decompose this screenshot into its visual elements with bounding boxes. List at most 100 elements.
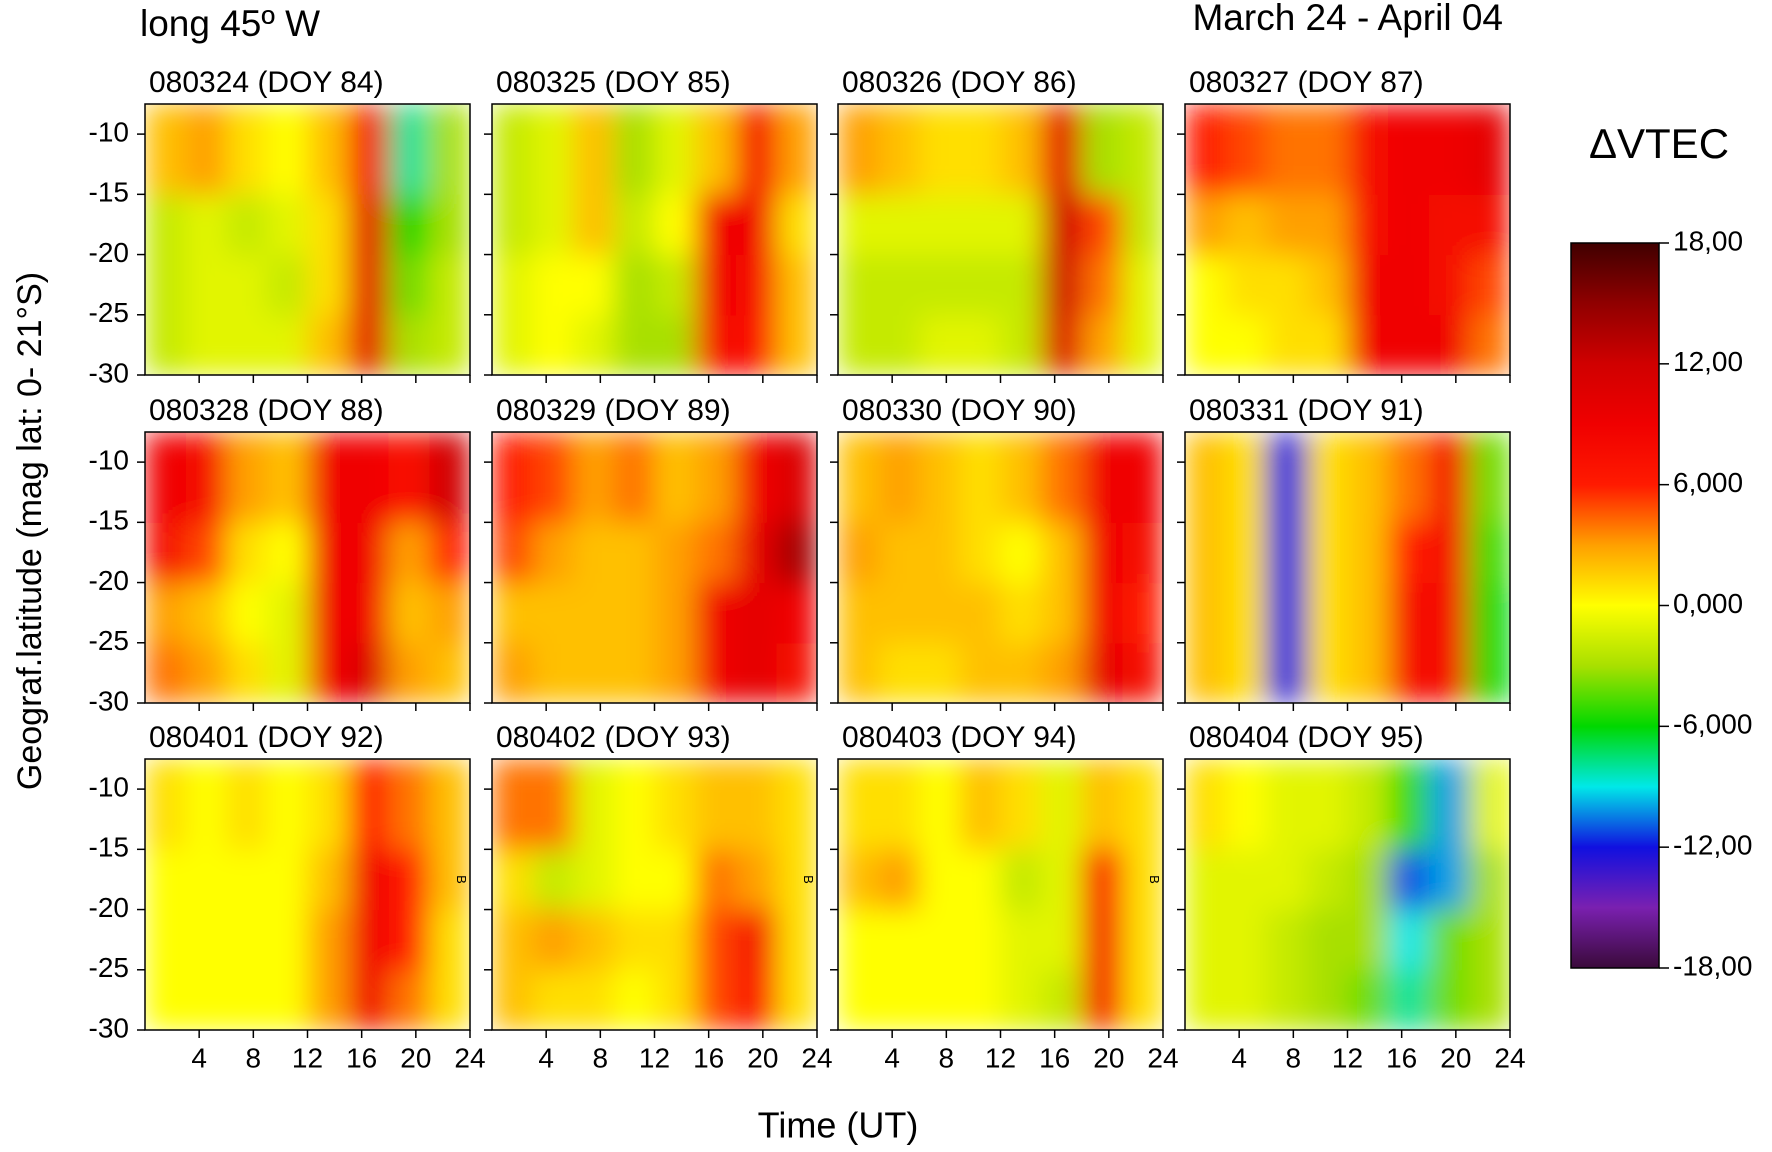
heat-cell <box>573 522 615 584</box>
heat-cell <box>1000 522 1042 584</box>
heat-cell <box>1185 849 1227 911</box>
heat-cell <box>1225 642 1267 703</box>
heat-cell <box>307 432 349 523</box>
panel-title: 080402 (DOY 93) <box>496 721 731 754</box>
heat-cell <box>613 582 655 644</box>
heat-cell <box>388 969 430 1030</box>
heat-cell <box>919 194 961 256</box>
y-tick-label: -25 <box>89 625 129 656</box>
heat-cell <box>776 759 817 850</box>
heat-cell <box>654 432 696 523</box>
heat-cell <box>185 759 227 850</box>
heat-cell <box>1041 254 1083 316</box>
heat-cell <box>838 909 880 971</box>
heat-cell <box>532 522 574 584</box>
heat-cell <box>348 314 390 375</box>
heat-cell <box>307 582 349 644</box>
heat-cell <box>1469 642 1510 703</box>
heat-cell <box>1081 969 1123 1030</box>
heat-cell <box>695 104 737 195</box>
heat-cell <box>266 969 308 1030</box>
heat-cell <box>1081 254 1123 316</box>
x-tick-label: 4 <box>538 1042 554 1073</box>
heat-cell <box>185 314 227 375</box>
heat-cell <box>735 909 777 971</box>
heat-cell <box>1306 642 1348 703</box>
heat-cell <box>145 194 187 256</box>
heat-cell <box>1225 432 1267 523</box>
x-tick-label: 20 <box>747 1042 778 1073</box>
heat-cell <box>1225 849 1267 911</box>
heat-cell <box>388 522 430 584</box>
heat-cell <box>1000 104 1042 195</box>
heat-cell <box>735 254 777 316</box>
heat-cell <box>429 194 470 256</box>
heat-cell <box>1000 254 1042 316</box>
y-tick-label: -20 <box>89 565 129 596</box>
heat-cell <box>492 642 534 703</box>
heat-cell <box>1306 104 1348 195</box>
heatmap <box>145 759 470 1030</box>
heat-cell <box>613 104 655 195</box>
heat-cell <box>266 522 308 584</box>
heat-cell <box>1081 642 1123 703</box>
heat-cell <box>429 432 470 523</box>
heat-cell <box>1266 432 1308 523</box>
heat-cell <box>654 314 696 375</box>
heat-cell <box>492 522 534 584</box>
heat-cell <box>695 642 737 703</box>
heat-cell <box>266 582 308 644</box>
heat-cell <box>145 432 187 523</box>
heat-cell <box>266 194 308 256</box>
heat-cell <box>1081 194 1123 256</box>
heat-cell <box>1225 254 1267 316</box>
heat-cell <box>959 432 1001 523</box>
heatmap <box>1185 432 1510 703</box>
heat-cell <box>573 969 615 1030</box>
heat-cell <box>145 969 187 1030</box>
heat-cell <box>878 642 920 703</box>
panel-title: 080331 (DOY 91) <box>1189 394 1424 427</box>
heat-cell <box>348 909 390 971</box>
heat-cell <box>695 759 737 850</box>
heat-cell <box>145 522 187 584</box>
heat-cell <box>654 849 696 911</box>
x-tick-label: 8 <box>939 1042 955 1073</box>
heat-cell <box>429 104 470 195</box>
panel <box>492 432 817 703</box>
heat-cell <box>613 642 655 703</box>
heat-cell <box>145 909 187 971</box>
heat-cell <box>532 969 574 1030</box>
heat-cell <box>1388 642 1430 703</box>
heat-cell <box>959 314 1001 375</box>
heat-cell <box>226 254 268 316</box>
heat-cell <box>307 969 349 1030</box>
heat-cell <box>573 759 615 850</box>
heat-cell <box>1347 849 1389 911</box>
heat-cell <box>838 849 880 911</box>
heat-cell <box>838 522 880 584</box>
heat-cell <box>145 254 187 316</box>
x-tick-label: 24 <box>1494 1042 1525 1073</box>
heat-cell <box>492 909 534 971</box>
heat-cell <box>654 909 696 971</box>
heat-cell <box>919 432 961 523</box>
heat-cell <box>226 104 268 195</box>
heat-cell <box>919 314 961 375</box>
heat-cell <box>1185 254 1227 316</box>
heat-cell <box>1266 909 1308 971</box>
heat-cell <box>878 314 920 375</box>
heat-cell <box>532 759 574 850</box>
panel <box>492 104 817 375</box>
heat-cell <box>1225 969 1267 1030</box>
heat-cell <box>735 522 777 584</box>
heat-cell <box>1347 104 1389 195</box>
heat-cell <box>919 254 961 316</box>
heat-cell <box>959 969 1001 1030</box>
heat-cell <box>1122 759 1163 850</box>
x-tick-label: 16 <box>693 1042 724 1073</box>
heat-cell <box>1347 969 1389 1030</box>
x-tick-label: 20 <box>1093 1042 1124 1073</box>
heat-cell <box>532 104 574 195</box>
y-tick-label: -15 <box>89 832 129 863</box>
